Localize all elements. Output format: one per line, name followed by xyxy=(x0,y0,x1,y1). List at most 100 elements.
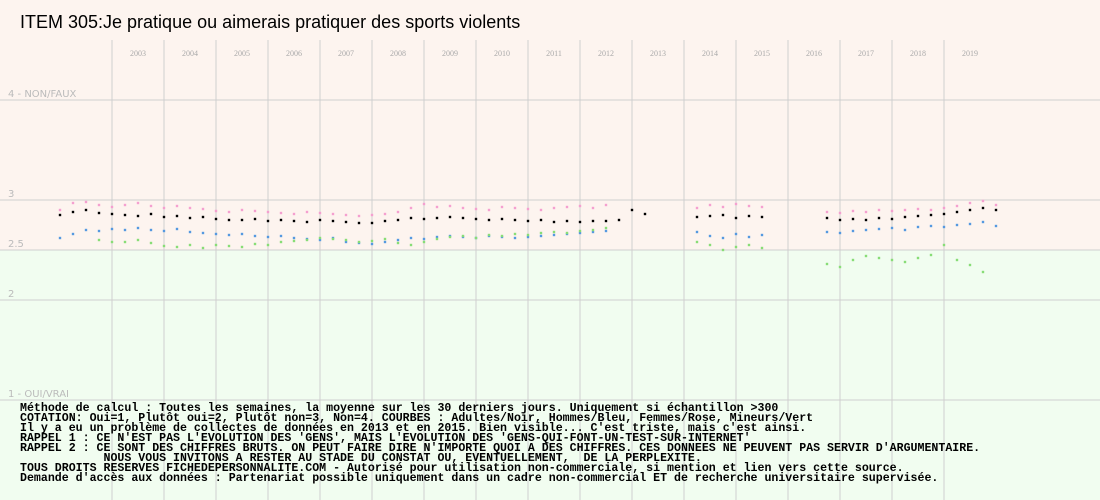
data-point xyxy=(318,218,322,222)
data-point xyxy=(396,241,400,245)
data-point xyxy=(708,234,712,238)
x-tick-label: 2004 xyxy=(182,49,198,58)
data-point xyxy=(487,218,491,222)
data-point xyxy=(188,230,192,234)
data-point xyxy=(136,238,140,242)
data-point xyxy=(513,206,517,210)
data-point xyxy=(448,204,452,208)
data-point xyxy=(929,253,933,257)
data-point xyxy=(734,216,738,220)
data-point xyxy=(942,243,946,247)
data-point xyxy=(734,245,738,249)
data-point xyxy=(552,220,556,224)
data-point xyxy=(591,219,595,223)
data-point xyxy=(214,209,218,213)
x-tick-label: 2006 xyxy=(286,49,302,58)
data-point xyxy=(539,231,543,235)
data-point xyxy=(448,215,452,219)
data-point xyxy=(916,225,920,229)
data-point xyxy=(591,228,595,232)
data-point xyxy=(149,204,153,208)
data-point xyxy=(552,206,556,210)
data-point xyxy=(890,226,894,230)
data-point xyxy=(188,216,192,220)
data-point xyxy=(500,217,504,221)
data-point xyxy=(240,232,244,236)
background-band xyxy=(0,250,1100,500)
data-point xyxy=(201,231,205,235)
data-point xyxy=(370,239,374,243)
data-point xyxy=(71,210,75,214)
data-point xyxy=(721,213,725,217)
data-point xyxy=(71,232,75,236)
data-point xyxy=(851,209,855,213)
data-point xyxy=(565,205,569,209)
data-point xyxy=(84,228,88,232)
y-tick-label: 2.5 xyxy=(8,239,24,250)
data-point xyxy=(825,230,829,234)
note-line: TOUS DROITS RESERVES FICHEDEPERSONNALITE… xyxy=(20,462,904,475)
data-point xyxy=(227,244,231,248)
data-point xyxy=(175,214,179,218)
data-point xyxy=(877,256,881,260)
data-point xyxy=(838,211,842,215)
data-point xyxy=(149,228,153,232)
data-point xyxy=(58,236,62,240)
data-point xyxy=(201,215,205,219)
data-point xyxy=(292,219,296,223)
data-point xyxy=(110,240,114,244)
data-point xyxy=(825,262,829,266)
x-tick-label: 2008 xyxy=(390,49,406,58)
data-point xyxy=(968,263,972,267)
data-point xyxy=(721,205,725,209)
data-point xyxy=(760,205,764,209)
data-point xyxy=(604,226,608,230)
data-point xyxy=(461,216,465,220)
data-point xyxy=(227,210,231,214)
data-point xyxy=(708,203,712,207)
data-point xyxy=(266,235,270,239)
data-point xyxy=(968,201,972,205)
data-point xyxy=(292,239,296,243)
data-point xyxy=(994,224,998,228)
data-point xyxy=(591,230,595,234)
data-point xyxy=(422,237,426,241)
x-tick-label: 2015 xyxy=(754,49,770,58)
data-point xyxy=(162,215,166,219)
data-point xyxy=(383,212,387,216)
data-point xyxy=(968,222,972,226)
data-point xyxy=(877,216,881,220)
data-point xyxy=(903,260,907,264)
data-point xyxy=(253,234,257,238)
y-tick-label: 2 xyxy=(8,289,14,300)
data-point xyxy=(422,240,426,244)
x-tick-label: 2010 xyxy=(494,49,510,58)
data-point xyxy=(344,238,348,242)
data-point xyxy=(175,245,179,249)
data-point xyxy=(97,211,101,215)
data-point xyxy=(552,230,556,234)
data-point xyxy=(565,231,569,235)
data-point xyxy=(864,254,868,258)
background-band xyxy=(0,0,1100,250)
x-tick-label: 2018 xyxy=(910,49,926,58)
data-point xyxy=(331,237,335,241)
data-point xyxy=(162,206,166,210)
data-point xyxy=(747,214,751,218)
data-point xyxy=(422,217,426,221)
data-point xyxy=(500,205,504,209)
data-point xyxy=(942,206,946,210)
note-line: Méthode de calcul : Toutes les semaines,… xyxy=(20,402,778,415)
data-point xyxy=(981,270,985,274)
data-point xyxy=(136,214,140,218)
data-point xyxy=(630,208,634,212)
data-point xyxy=(435,235,439,239)
data-point xyxy=(838,231,842,235)
note-line: Demande d'accès aux données : Partenaria… xyxy=(20,472,938,485)
data-point xyxy=(526,233,530,237)
data-point xyxy=(708,214,712,218)
data-point xyxy=(253,209,257,213)
data-point xyxy=(344,213,348,217)
data-point xyxy=(942,225,946,229)
data-point xyxy=(578,204,582,208)
